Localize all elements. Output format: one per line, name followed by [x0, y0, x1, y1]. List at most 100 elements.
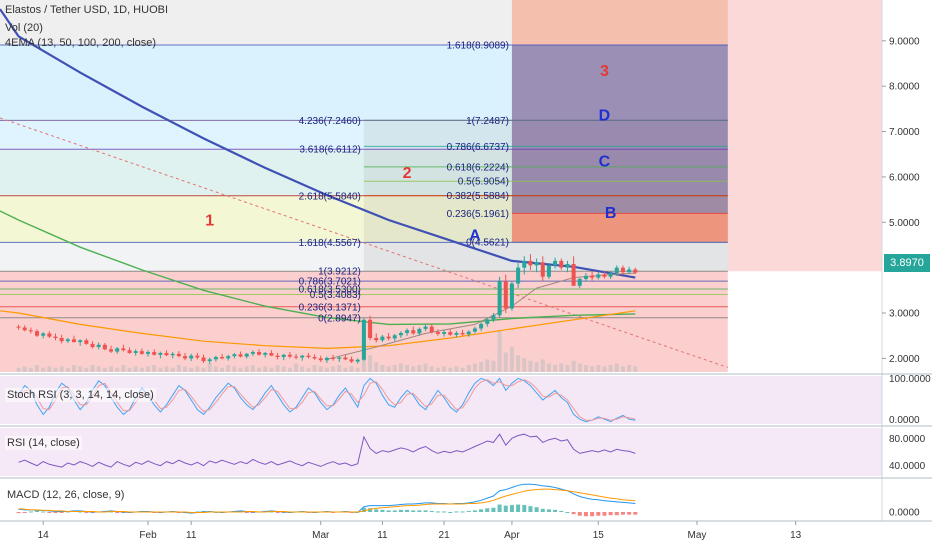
candle	[435, 332, 440, 334]
volume-bar	[454, 366, 459, 372]
candle	[361, 319, 366, 360]
time-tick-label: 14	[38, 530, 50, 541]
candle	[411, 330, 416, 334]
fib-label: 0(2.8947)	[318, 313, 361, 324]
candle	[195, 355, 200, 358]
candle	[22, 327, 27, 331]
candle	[405, 330, 410, 333]
macd-histogram-bar	[244, 512, 249, 513]
macd-tick-label: 0.0000	[889, 508, 920, 519]
macd-histogram-bar	[368, 508, 373, 512]
candle	[96, 344, 101, 348]
candle	[337, 357, 342, 359]
wave-annotation: A	[469, 227, 481, 244]
volume-bar	[472, 363, 477, 372]
volume-bar	[269, 367, 274, 372]
price-tick-label: 7.0000	[889, 127, 920, 138]
candle	[287, 354, 292, 357]
macd-histogram-bar	[121, 512, 126, 514]
volume-bar	[109, 366, 114, 372]
wave-annotation: 1	[205, 212, 214, 229]
macd-histogram-bar	[22, 512, 27, 513]
macd-histogram-bar	[380, 509, 385, 512]
candle	[565, 264, 570, 268]
volume-bar	[466, 365, 471, 372]
candle	[84, 340, 89, 344]
fib-label: 0.236(3.1371)	[299, 302, 361, 313]
candle	[109, 349, 114, 352]
volume-bar	[152, 365, 157, 372]
volume-bar	[16, 367, 21, 372]
rsi-tick-label: 40.0000	[889, 461, 926, 472]
candle	[528, 260, 533, 266]
volume-bar	[448, 367, 453, 372]
macd-histogram-bar	[485, 508, 490, 512]
candle	[540, 262, 545, 277]
macd-histogram-bar	[405, 509, 410, 512]
price-pane	[0, 0, 882, 372]
macd-histogram-bar	[398, 509, 403, 512]
macd-histogram-bar	[417, 510, 422, 512]
candle	[380, 336, 385, 341]
candle	[546, 265, 551, 277]
candle	[176, 353, 181, 357]
volume-bar	[312, 365, 317, 372]
macd-histogram-bar	[448, 512, 453, 513]
volume-bar	[102, 367, 107, 372]
zone-top-grey	[0, 0, 728, 45]
price-tick-label: 3.0000	[889, 309, 920, 320]
volume-bar	[294, 363, 299, 372]
time-tick-label: 15	[593, 530, 605, 541]
fib-label: 1(3.9212)	[318, 267, 361, 278]
candle	[133, 351, 138, 353]
stoch-rsi-title: Stoch RSI (3, 3, 14, 14, close)	[5, 388, 156, 402]
macd-histogram-bar	[374, 509, 379, 512]
candle	[331, 357, 336, 359]
candle	[121, 348, 126, 351]
candle	[349, 359, 354, 362]
candle	[238, 354, 243, 357]
macd-histogram-bar	[454, 511, 459, 513]
volume-bar	[337, 365, 342, 372]
candle	[454, 332, 459, 335]
candle	[608, 273, 613, 277]
price-tick-label: 6.0000	[889, 172, 920, 183]
volume-bar	[170, 367, 175, 372]
volume-bar	[263, 366, 268, 372]
macd-histogram-bar	[491, 507, 496, 512]
candle	[553, 260, 558, 266]
time-tick-label: May	[688, 530, 707, 541]
candle	[281, 354, 286, 358]
candle	[355, 359, 360, 362]
volume-bar	[287, 367, 292, 372]
macd-histogram-bar	[534, 507, 539, 512]
macd-histogram-bar	[602, 512, 607, 516]
zone-blue-upper	[0, 44, 728, 121]
zone-extension-orange	[511, 0, 728, 243]
wave-annotation: 2	[403, 165, 412, 182]
candle	[583, 275, 588, 279]
fib-label: 3.618(6.6112)	[299, 145, 361, 156]
volume-bar	[627, 365, 632, 372]
volume-bar	[343, 367, 348, 372]
volume-bar	[90, 365, 95, 372]
volume-bar	[534, 362, 539, 372]
candle	[509, 283, 514, 309]
macd-histogram-bar	[633, 512, 638, 515]
volume-bar	[47, 366, 52, 372]
price-tick-label: 2.0000	[889, 354, 920, 365]
fib-label: 0.236(5.1961)	[447, 209, 509, 220]
candle	[324, 357, 329, 361]
time-tick-label: 11	[186, 530, 197, 541]
candle	[398, 332, 403, 336]
volume-bar	[460, 367, 465, 372]
ema-line	[0, 310, 636, 350]
candle	[571, 264, 576, 286]
volume-bar	[411, 366, 416, 372]
candle	[115, 348, 120, 352]
candle	[479, 323, 484, 329]
candle	[244, 353, 249, 357]
macd-histogram-bar	[16, 512, 21, 514]
volume-bar	[59, 366, 64, 372]
